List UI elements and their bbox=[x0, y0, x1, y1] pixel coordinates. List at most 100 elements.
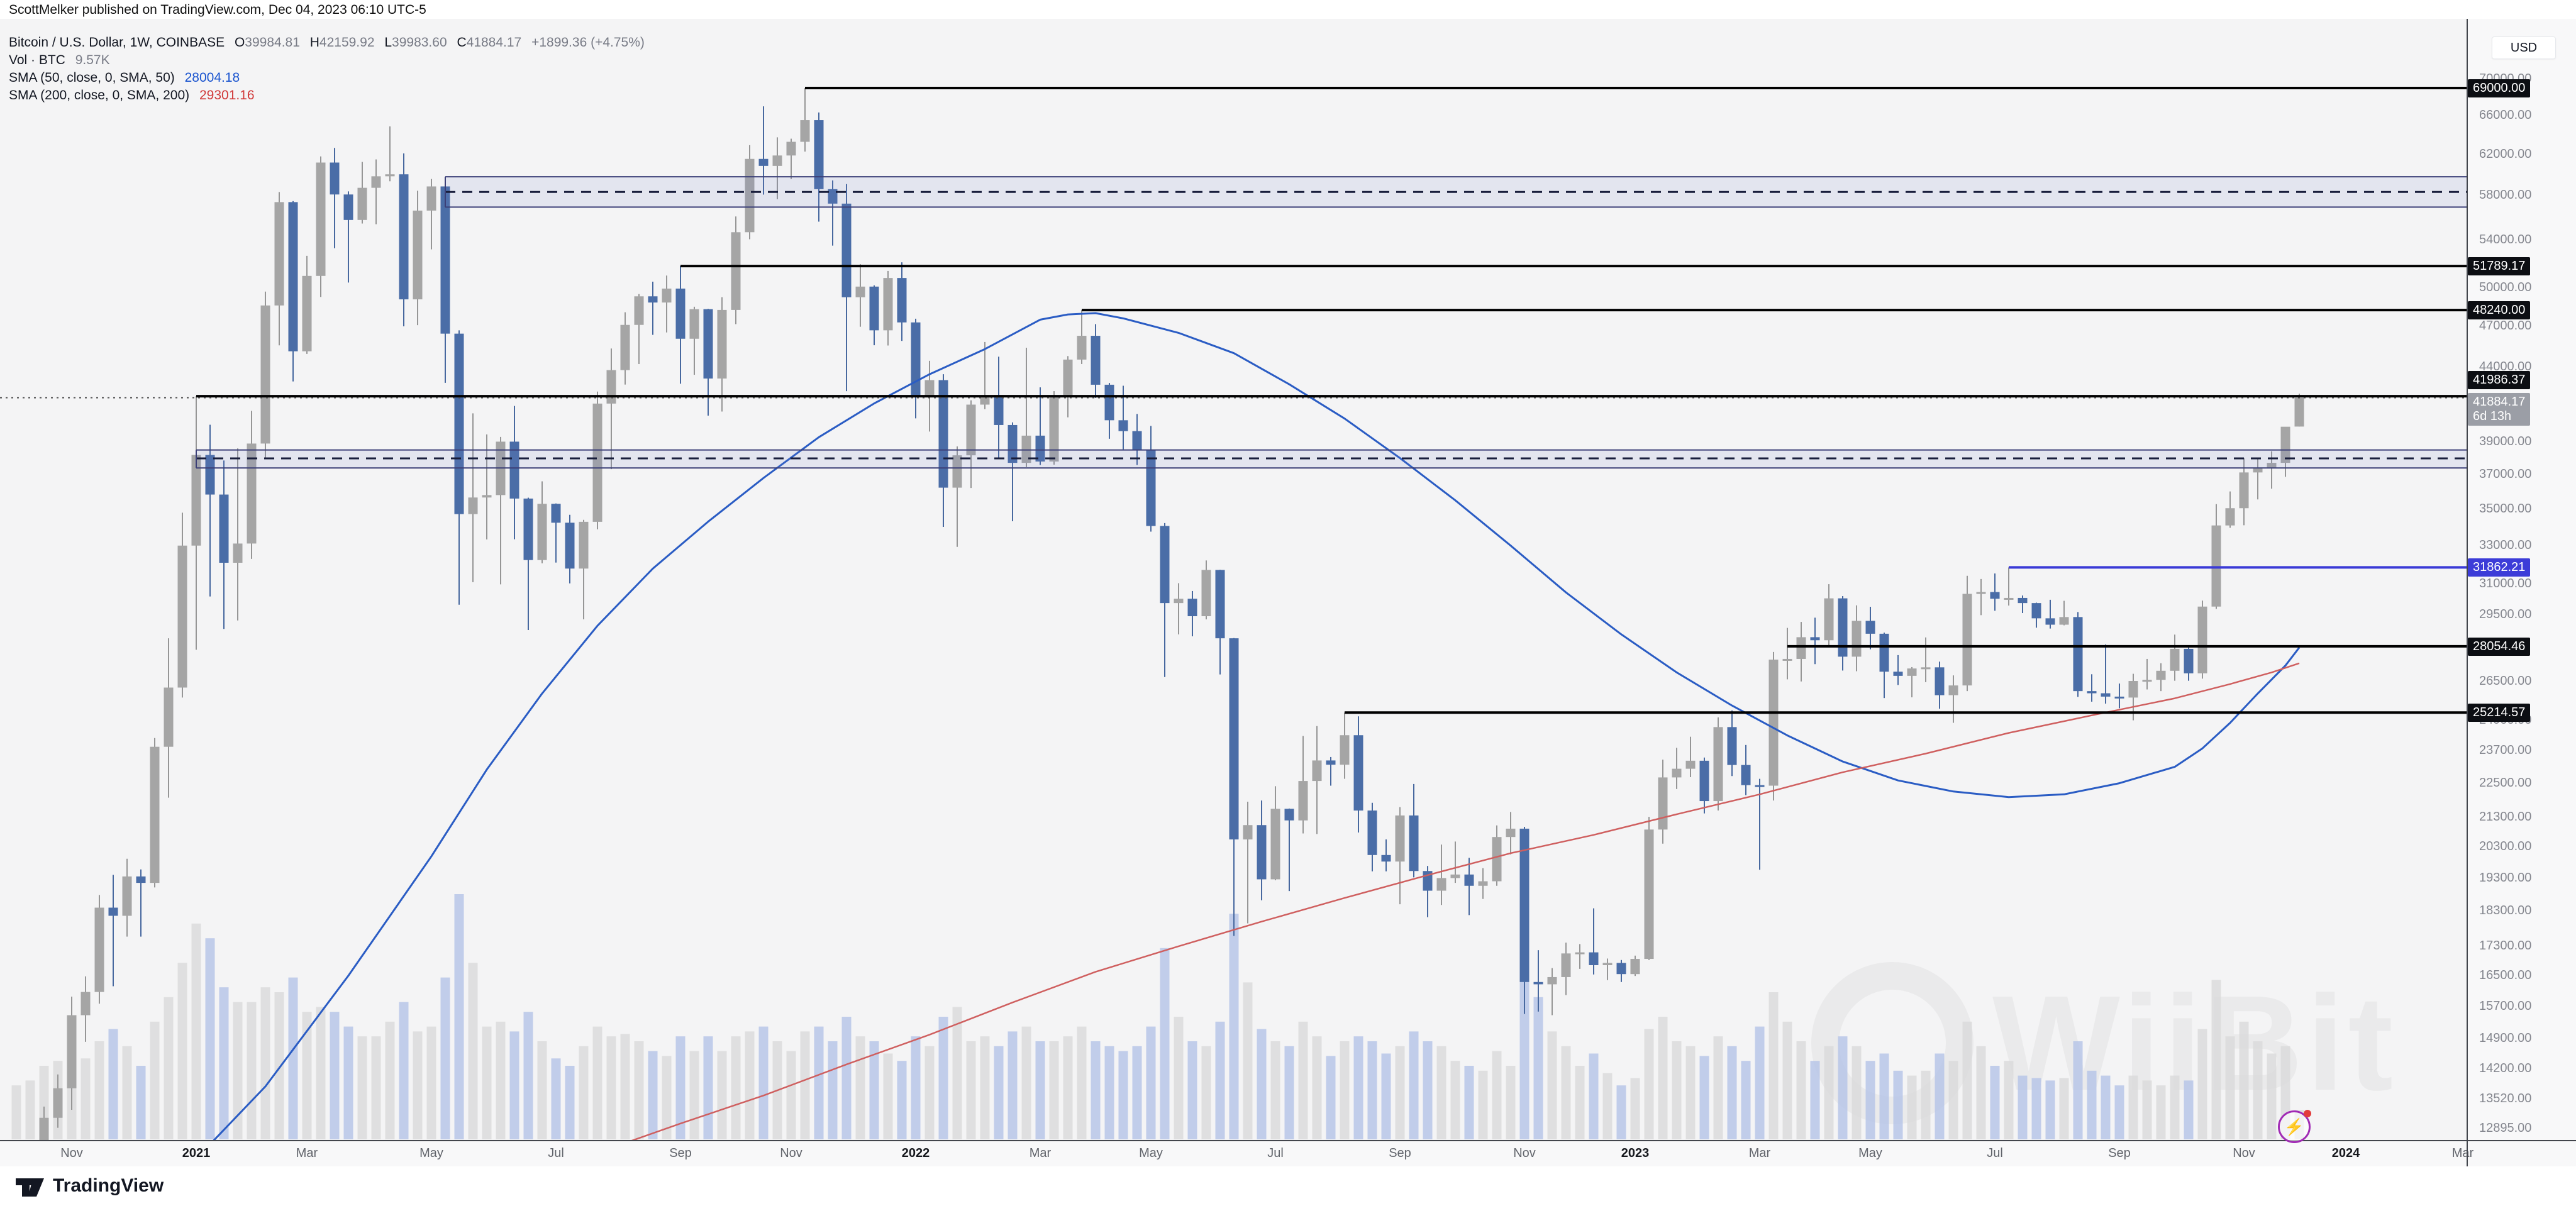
legend-sma50-row[interactable]: SMA (50, close, 0, SMA, 50) 28004.18 bbox=[9, 69, 645, 87]
price-tick: 13520.00 bbox=[2479, 1092, 2532, 1106]
footer: TradingView bbox=[0, 1166, 2576, 1206]
time-axis-year-label: 2024 bbox=[2331, 1146, 2360, 1160]
lightning-icon: ⚡ bbox=[2284, 1117, 2305, 1136]
price-tick: 35000.00 bbox=[2479, 501, 2532, 516]
sma50-line bbox=[187, 312, 2301, 1167]
volume-layer bbox=[11, 894, 2304, 1139]
price-tick: 12895.00 bbox=[2479, 1120, 2532, 1135]
time-axis[interactable]: Nov 2021 Mar May Jul Sep Nov 2022 Mar May Jul Sep No… bbox=[0, 1141, 2576, 1166]
time-axis-month-label: Mar bbox=[2451, 1146, 2474, 1160]
sma200-line bbox=[597, 662, 2300, 1154]
ohlc-open-label: O bbox=[234, 35, 245, 50]
candles-layer bbox=[39, 88, 2304, 1167]
price-tick: 18300.00 bbox=[2479, 904, 2532, 918]
price-tick: 66000.00 bbox=[2479, 108, 2532, 122]
chart-legend: Bitcoin / U.S. Dollar, 1W, COINBASE O399… bbox=[9, 34, 645, 104]
time-axis-month-label: Nov bbox=[1513, 1146, 1536, 1160]
price-tick: 33000.00 bbox=[2479, 538, 2532, 552]
tradingview-brand-text[interactable]: TradingView bbox=[53, 1175, 164, 1196]
sma200-value: 29301.16 bbox=[199, 88, 255, 102]
sma50-label: SMA (50, close, 0, SMA, 50) bbox=[9, 70, 175, 85]
price-tick: 47000.00 bbox=[2479, 318, 2532, 333]
tradingview-logo-icon[interactable] bbox=[15, 1174, 45, 1200]
notification-dot bbox=[2304, 1110, 2311, 1117]
time-axis-month-label: May bbox=[1139, 1146, 1163, 1160]
price-level-label: 25214.57 bbox=[2468, 704, 2531, 722]
price-tick: 15700.00 bbox=[2479, 999, 2532, 1013]
symbol-title: Bitcoin / U.S. Dollar, 1W, COINBASE bbox=[9, 35, 225, 50]
ohlc-low-value: 39983.60 bbox=[392, 35, 447, 50]
ohlc-close-label: C bbox=[457, 35, 467, 50]
time-axis-border bbox=[0, 1140, 2576, 1141]
time-axis-month-label: Jul bbox=[1267, 1146, 1284, 1160]
price-level-label: 41986.37 bbox=[2468, 371, 2531, 390]
ohlc-low-label: L bbox=[384, 35, 392, 50]
time-axis-month-label: Nov bbox=[60, 1146, 83, 1160]
time-axis-year-label: 2023 bbox=[1621, 1146, 1650, 1160]
price-tick: 17300.00 bbox=[2479, 938, 2532, 953]
volume-label: Vol · BTC bbox=[9, 53, 65, 67]
ohlc-high-value: 42159.92 bbox=[319, 35, 375, 50]
legend-symbol-row[interactable]: Bitcoin / U.S. Dollar, 1W, COINBASE O399… bbox=[9, 34, 645, 52]
time-axis-month-label: Nov bbox=[780, 1146, 802, 1160]
price-level-label: 48240.00 bbox=[2468, 301, 2531, 320]
price-level-label: 28054.46 bbox=[2468, 637, 2531, 656]
volume-value: 9.57K bbox=[75, 53, 110, 67]
price-level-label: 69000.00 bbox=[2468, 79, 2531, 97]
price-tick: 58000.00 bbox=[2479, 188, 2532, 202]
time-axis-month-label: Sep bbox=[669, 1146, 692, 1160]
change-value: +1899.36 (+4.75%) bbox=[531, 35, 645, 50]
bar-countdown: 6d 13h bbox=[2473, 409, 2512, 423]
time-axis-month-label: Sep bbox=[2108, 1146, 2131, 1160]
ohlc-close-value: 41884.17 bbox=[466, 35, 522, 50]
time-axis-month-label: Mar bbox=[1748, 1146, 1771, 1160]
price-level-label: 51789.17 bbox=[2468, 257, 2531, 276]
price-tick: 50000.00 bbox=[2479, 280, 2532, 294]
ohlc-open-value: 39984.81 bbox=[245, 35, 300, 50]
time-axis-month-label: Mar bbox=[296, 1146, 318, 1160]
price-tick: 22500.00 bbox=[2479, 775, 2532, 790]
price-tick: 44000.00 bbox=[2479, 359, 2532, 373]
time-axis-month-label: May bbox=[1858, 1146, 1882, 1160]
price-tick: 23700.00 bbox=[2479, 743, 2532, 758]
price-axis[interactable]: USD 70000.00 66000.00 62000.00 58000.00 5400… bbox=[2468, 19, 2576, 1140]
currency-toggle-button[interactable]: USD bbox=[2492, 36, 2556, 59]
boost-button[interactable]: ⚡ bbox=[2278, 1110, 2311, 1143]
price-tick: 29500.00 bbox=[2479, 607, 2532, 622]
chart-canvas[interactable] bbox=[0, 0, 2467, 1167]
time-axis-month-label: May bbox=[419, 1146, 443, 1160]
time-axis-year-label: 2021 bbox=[182, 1146, 211, 1160]
legend-volume-row[interactable]: Vol · BTC 9.57K bbox=[9, 52, 645, 69]
price-tick: 26500.00 bbox=[2479, 674, 2532, 689]
time-axis-month-label: Nov bbox=[2233, 1146, 2255, 1160]
publish-info-text: ScottMelker published on TradingView.com… bbox=[9, 3, 426, 17]
legend-sma200-row[interactable]: SMA (200, close, 0, SMA, 200) 29301.16 bbox=[9, 87, 645, 104]
price-tick: 14200.00 bbox=[2479, 1061, 2532, 1075]
time-axis-month-label: Jul bbox=[548, 1146, 564, 1160]
time-axis-year-label: 2022 bbox=[901, 1146, 930, 1160]
price-tick: 16500.00 bbox=[2479, 968, 2532, 982]
publish-bar: ScottMelker published on TradingView.com… bbox=[0, 0, 2576, 19]
price-tick: 37000.00 bbox=[2479, 467, 2532, 481]
ohlc-high-label: H bbox=[309, 35, 319, 50]
price-tick: 54000.00 bbox=[2479, 232, 2532, 246]
price-tick: 21300.00 bbox=[2479, 809, 2532, 824]
price-tick: 19300.00 bbox=[2479, 870, 2532, 885]
current-price-label: 41884.17 6d 13h bbox=[2468, 392, 2531, 426]
price-tick: 20300.00 bbox=[2479, 839, 2532, 854]
sma50-value: 28004.18 bbox=[184, 70, 240, 85]
price-tick: 62000.00 bbox=[2479, 147, 2532, 161]
price-level-label: 31862.21 bbox=[2468, 558, 2531, 577]
bands-layer bbox=[196, 176, 2467, 469]
price-tick: 14900.00 bbox=[2479, 1031, 2532, 1046]
price-tick: 31000.00 bbox=[2479, 577, 2532, 591]
current-price-value: 41884.17 bbox=[2473, 394, 2526, 409]
levels-layer bbox=[196, 87, 2467, 714]
price-axis-border bbox=[2467, 19, 2468, 1166]
time-axis-month-label: Jul bbox=[1987, 1146, 2003, 1160]
price-tick: 39000.00 bbox=[2479, 434, 2532, 448]
time-axis-month-label: Sep bbox=[1389, 1146, 1411, 1160]
sma200-label: SMA (200, close, 0, SMA, 200) bbox=[9, 88, 190, 102]
time-axis-month-label: Mar bbox=[1029, 1146, 1052, 1160]
